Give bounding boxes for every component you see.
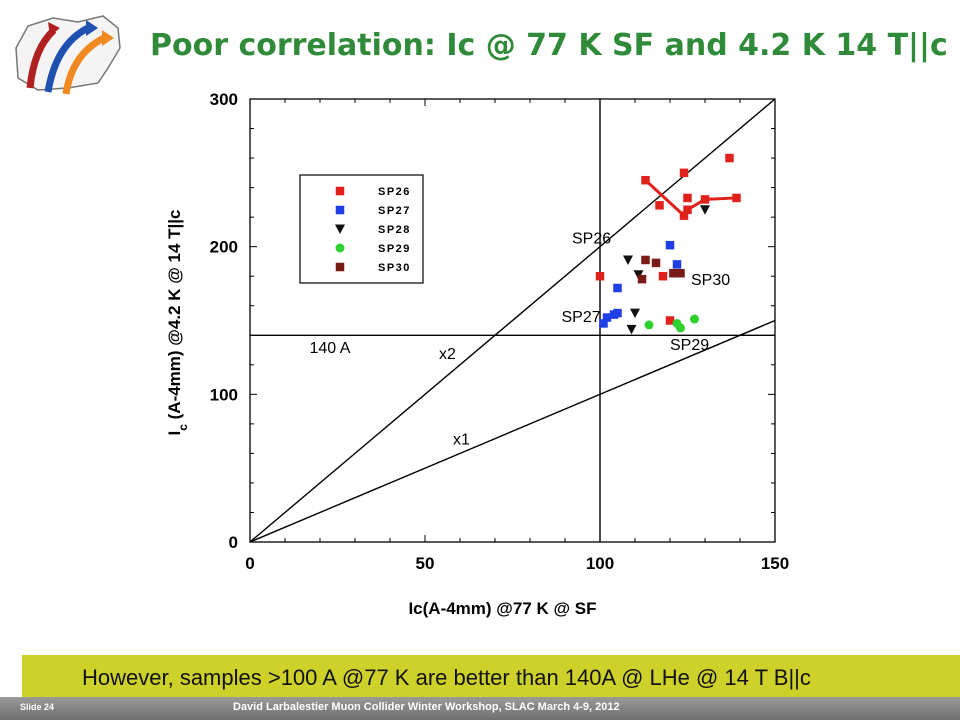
data-point: [700, 195, 710, 204]
y-tick-label: 0: [229, 533, 238, 552]
data-point: [651, 258, 661, 268]
legend-box: [299, 174, 424, 284]
x-tick-label: 100: [586, 554, 614, 573]
legend-marker: [335, 262, 345, 272]
x-axis-label: Ic(A-4mm) @77 K @ SF: [408, 599, 596, 618]
data-point: [679, 211, 689, 220]
legend-label: SP30: [378, 262, 411, 274]
legend-label: SP26: [378, 186, 411, 198]
data-point: [672, 260, 682, 269]
legend-marker: [335, 205, 345, 215]
series-sp26: [595, 153, 741, 325]
annotation-label: 140 A: [310, 340, 351, 357]
data-point: [655, 201, 664, 210]
data-point: [613, 283, 622, 293]
annotation-label: SP29: [670, 337, 709, 354]
data-point: [637, 274, 647, 284]
data-point: [641, 175, 650, 185]
note-bar: However, samples >100 A @77 K are better…: [22, 655, 960, 697]
data-point: [679, 168, 689, 178]
legend-label: SP27: [378, 205, 411, 217]
data-point: [676, 268, 685, 278]
data-point: [599, 319, 608, 328]
data-point: [602, 313, 612, 322]
slide-number: Slide 24: [20, 702, 55, 712]
data-point: [669, 268, 678, 278]
annotation-label: SP27: [562, 309, 601, 326]
series-sp27: [599, 240, 682, 328]
legend-marker: [335, 186, 345, 196]
data-point: [725, 153, 734, 163]
note-text: However, samples >100 A @77 K are better…: [82, 665, 811, 690]
data-point: [700, 205, 710, 215]
data-point: [683, 193, 692, 203]
annotation-label: SP30: [691, 272, 730, 289]
legend-label: SP28: [378, 224, 411, 236]
legend-marker: [335, 224, 345, 234]
slide-title: Poor correlation: Ic @ 77 K SF and 4.2 K…: [150, 28, 948, 63]
data-point: [665, 316, 675, 325]
data-point: [676, 323, 685, 333]
data-point: [665, 240, 675, 250]
x-tick-label: 150: [761, 554, 789, 573]
data-point: [613, 308, 622, 318]
y-tick-label: 100: [210, 385, 238, 404]
legend-marker: [335, 243, 345, 253]
data-point: [595, 271, 605, 281]
legend: SP26 SP27 SP28 SP29 SP30: [299, 174, 424, 284]
reference-line: [250, 319, 775, 542]
data-point: [732, 193, 741, 203]
series-sp29: [644, 314, 699, 333]
data-point: [626, 324, 637, 335]
data-point: [623, 255, 633, 265]
series-sp30: [637, 255, 685, 284]
footer-credit: David Larbalestier Muon Collider Winter …: [233, 701, 620, 713]
y-tick-label: 200: [210, 238, 238, 257]
data-point: [641, 255, 650, 265]
legend-label: SP29: [378, 243, 411, 255]
x-tick-label: 50: [416, 554, 435, 573]
y-axis-label: Ic (A-4mm) @4.2 K @ 14 T||c: [165, 209, 190, 435]
footer-bar: Slide 24 David Larbalestier Muon Collide…: [0, 697, 960, 720]
data-point: [630, 308, 640, 319]
data-point: [644, 320, 654, 330]
x-tick-label: 0: [245, 554, 254, 573]
annotation-label: x1: [453, 432, 470, 449]
annotation-label: x2: [439, 346, 456, 363]
institution-logo: [8, 8, 128, 98]
data-point: [690, 314, 699, 324]
annotation-label: SP26: [572, 231, 611, 248]
series-sp28: [623, 205, 710, 335]
y-tick-label: 300: [210, 90, 238, 109]
data-point: [683, 205, 692, 214]
data-point: [658, 271, 668, 281]
